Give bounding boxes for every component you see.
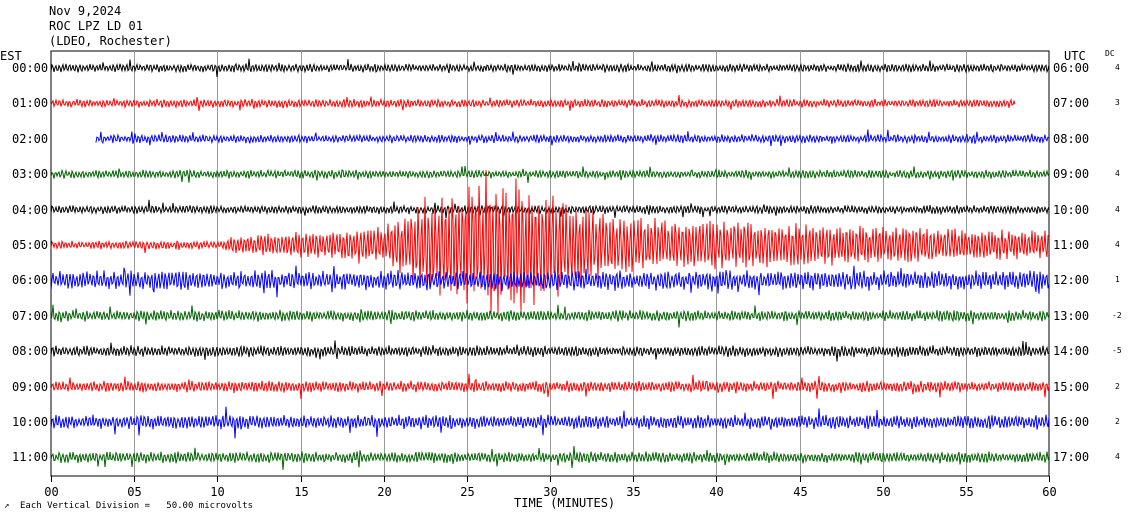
x-tick-label: 15 (294, 485, 308, 499)
est-hour-label: 02:00 (12, 131, 49, 146)
est-hour-label: 00:00 (12, 61, 49, 75)
right-timezone-label: UTC (1064, 49, 1086, 63)
est-hour-label: 08:00 (12, 344, 49, 359)
x-tick-label: 55 (959, 485, 973, 499)
x-tick-label: 45 (793, 485, 807, 499)
seismic-trace (50, 340, 1050, 362)
utc-hour-label: 14:00 (1053, 344, 1090, 359)
utc-hour-label: 07:00 (1053, 96, 1090, 111)
seismic-trace (50, 166, 1050, 183)
seismic-trace (50, 170, 1050, 315)
dc-offset-label: -5 (1112, 346, 1122, 356)
est-hour-label: 11:00 (12, 450, 49, 465)
utc-hour-label: 09:00 (1053, 167, 1090, 182)
est-hour-label: 05:00 (12, 238, 49, 252)
utc-hour-label: 16:00 (1053, 415, 1090, 429)
est-hour-label: 03:00 (12, 167, 49, 182)
seismic-trace (50, 95, 1016, 112)
seismic-trace (50, 373, 1050, 399)
dc-offset-label: 4 (1115, 240, 1120, 249)
dc-offset-label: 2 (1115, 417, 1120, 426)
utc-hour-label: 06:00 (1053, 61, 1090, 75)
utc-hour-label: 11:00 (1053, 238, 1090, 252)
seismic-trace (50, 304, 1050, 328)
dc-offset-label: -2 (1112, 310, 1122, 320)
est-hour-label: 06:00 (12, 273, 49, 288)
seismic-trace (95, 129, 1050, 147)
chart-station: ROC LPZ LD 01 (49, 19, 143, 33)
x-tick-label: 30 (543, 485, 557, 499)
est-hour-label: 04:00 (12, 202, 49, 217)
chart-network: (LDEO, Rochester) (49, 34, 172, 48)
seismic-trace (50, 199, 1050, 219)
dc-offset-label: 4 (1115, 169, 1120, 179)
x-tick-label: 20 (377, 485, 391, 499)
x-tick-label: 10 (210, 485, 224, 499)
seismic-trace (50, 58, 1050, 77)
utc-hour-label: 17:00 (1053, 450, 1090, 465)
est-hour-label: 01:00 (12, 96, 49, 111)
utc-hour-label: 10:00 (1053, 202, 1090, 217)
x-tick-label: 35 (626, 485, 640, 499)
dc-offset-label: 4 (1115, 204, 1120, 214)
seismic-trace (50, 265, 1050, 298)
seismic-trace (50, 445, 1050, 470)
utc-hour-label: 15:00 (1053, 379, 1090, 394)
x-tick-label: 05 (127, 485, 141, 499)
dc-offset-label: 2 (1115, 381, 1120, 391)
utc-hour-label: 08:00 (1053, 131, 1090, 146)
dc-offset-label: 3 (1115, 98, 1120, 108)
est-hour-label: 09:00 (12, 379, 49, 394)
x-tick-label: 40 (709, 485, 723, 499)
est-hour-label: 07:00 (12, 308, 49, 323)
x-tick-label: 60 (1042, 485, 1056, 499)
est-hour-label: 10:00 (12, 415, 49, 429)
x-tick-label: 00 (44, 485, 58, 499)
dc-offset-label: 4 (1115, 63, 1120, 72)
left-timezone-label: EST (0, 49, 22, 63)
x-axis-label: TIME (MINUTES) (514, 496, 616, 510)
footer-corner-icon: ↗ (4, 501, 10, 511)
utc-hour-label: 13:00 (1053, 308, 1090, 323)
x-tick-label: 50 (876, 485, 890, 499)
utc-hour-label: 12:00 (1053, 273, 1090, 288)
vertical-division-note: Each Vertical Division = 50.00 microvolt… (20, 501, 253, 511)
dc-offset-label: 4 (1115, 452, 1120, 462)
chart-date: Nov 9,2024 (49, 4, 122, 18)
dc-offset-label: 1 (1115, 275, 1120, 285)
x-tick-label: 25 (460, 485, 474, 499)
seismic-trace (50, 406, 1050, 439)
dc-header-label: DC (1105, 49, 1115, 58)
